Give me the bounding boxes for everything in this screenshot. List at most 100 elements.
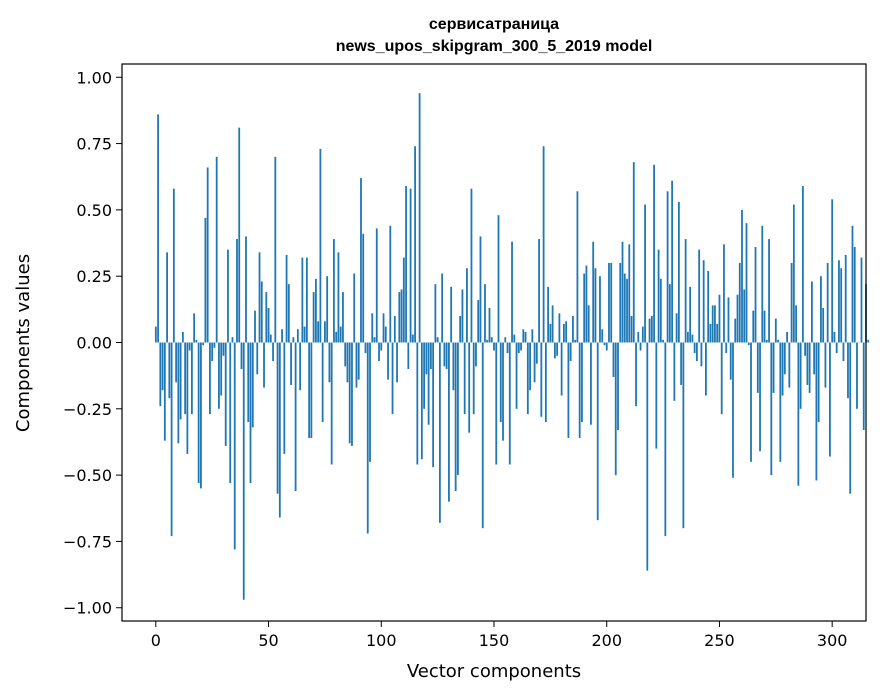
bar-243 — [702, 260, 705, 343]
bar-45 — [256, 342, 259, 375]
bar-237 — [689, 286, 692, 343]
bar-147 — [486, 339, 489, 343]
bar-78 — [330, 342, 333, 465]
bar-90 — [357, 342, 360, 380]
bar-16 — [190, 342, 193, 415]
bar-122 — [429, 342, 432, 370]
bar-240 — [696, 342, 698, 362]
bar-298 — [826, 262, 829, 343]
bar-179 — [558, 313, 561, 343]
bar-124 — [434, 284, 437, 343]
bar-239 — [693, 342, 696, 354]
bar-29 — [220, 342, 223, 396]
bar-144 — [479, 236, 482, 343]
y-tick-label: −0.25 — [63, 400, 112, 419]
bar-21 — [202, 342, 205, 346]
x-tick-label: 150 — [479, 631, 510, 650]
bar-85 — [346, 342, 349, 383]
bar-70 — [312, 292, 315, 343]
bar-75 — [324, 321, 326, 343]
bar-47 — [260, 281, 263, 343]
bar-25 — [211, 342, 214, 362]
bar-135 — [459, 315, 462, 343]
bar-110 — [402, 257, 405, 343]
bar-300 — [831, 199, 834, 343]
bar-2 — [159, 342, 162, 407]
bar-313 — [860, 257, 863, 343]
y-tick-label: 0.50 — [76, 201, 112, 220]
bar-95 — [369, 342, 371, 462]
bar-220 — [650, 315, 653, 343]
bar-66 — [303, 326, 306, 343]
bar-238 — [691, 334, 694, 343]
bar-269 — [761, 225, 764, 343]
bar-53 — [274, 156, 277, 343]
bar-219 — [648, 318, 651, 343]
bar-229 — [671, 180, 674, 343]
bar-17 — [193, 313, 196, 343]
bar-167 — [531, 329, 534, 343]
bar-89 — [355, 342, 358, 388]
bar-118 — [420, 342, 423, 460]
bar-182 — [565, 321, 568, 343]
bar-126 — [438, 342, 441, 523]
bar-61 — [292, 337, 295, 343]
bar-141 — [472, 342, 475, 415]
bar-279 — [783, 342, 786, 375]
bar-242 — [700, 342, 703, 367]
bar-227 — [666, 191, 669, 343]
bar-264 — [750, 342, 752, 462]
bar-72 — [317, 321, 320, 343]
bar-180 — [560, 342, 563, 396]
bar-272 — [768, 239, 770, 343]
bar-88 — [353, 273, 356, 343]
bar-191 — [585, 265, 588, 343]
bar-34 — [231, 337, 234, 343]
bar-233 — [680, 342, 683, 385]
bar-301 — [833, 331, 836, 343]
x-tick-label: 50 — [258, 631, 278, 650]
bar-150 — [493, 342, 495, 351]
bar-184 — [569, 342, 572, 362]
x-tick-label: 100 — [366, 631, 397, 650]
bar-274 — [772, 342, 775, 393]
bar-117 — [418, 93, 421, 343]
bar-92 — [362, 233, 365, 343]
bar-138 — [466, 268, 468, 343]
bar-107 — [396, 342, 398, 383]
bar-128 — [443, 342, 446, 367]
bar-187 — [576, 191, 579, 343]
bar-248 — [714, 305, 716, 343]
bar-175 — [549, 323, 552, 343]
bar-159 — [513, 334, 516, 343]
bar-139 — [468, 342, 471, 433]
bar-268 — [759, 342, 761, 452]
bar-69 — [310, 342, 313, 438]
bar-294 — [817, 342, 820, 423]
bar-38 — [240, 342, 243, 370]
bar-247 — [711, 305, 714, 343]
bar-62 — [294, 342, 297, 492]
bar-222 — [655, 342, 658, 449]
bar-136 — [461, 289, 464, 343]
bar-224 — [659, 278, 662, 343]
bar-225 — [662, 339, 664, 343]
bar-39 — [242, 342, 245, 600]
bar-231 — [675, 313, 678, 343]
y-tick-label: 0.00 — [76, 334, 112, 353]
bar-32 — [227, 249, 229, 343]
bar-161 — [517, 342, 520, 354]
bar-48 — [263, 342, 265, 388]
bar-130 — [448, 342, 450, 502]
bar-215 — [639, 342, 642, 351]
bar-208 — [623, 273, 626, 343]
bar-140 — [470, 188, 473, 343]
bar-309 — [851, 225, 854, 343]
bar-68 — [308, 342, 311, 438]
bar-12 — [181, 331, 184, 343]
x-tick-label: 0 — [151, 631, 161, 650]
bar-60 — [290, 342, 292, 385]
bar-275 — [774, 318, 777, 343]
bar-67 — [305, 257, 308, 343]
bar-43 — [251, 342, 254, 428]
